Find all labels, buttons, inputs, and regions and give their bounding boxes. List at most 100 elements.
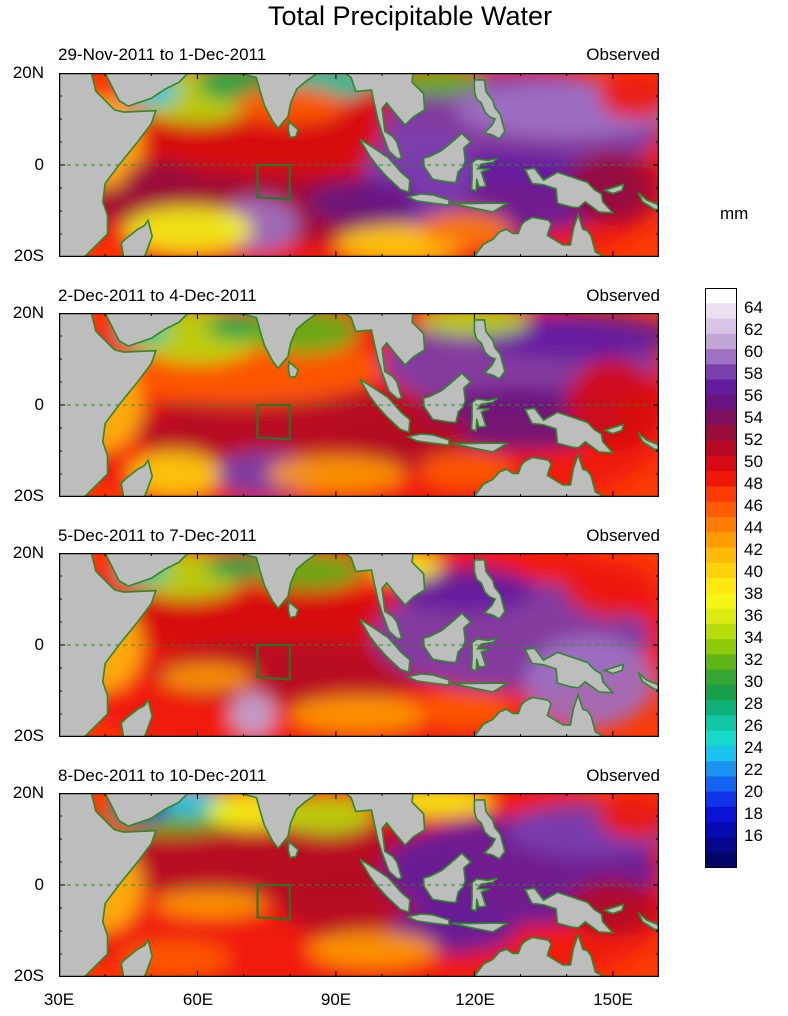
lon-label-150e: 150E (593, 990, 633, 1009)
tpw-blob (123, 160, 198, 198)
new-guinea-landmass (524, 887, 615, 934)
lesser-sunda-landmass (451, 682, 510, 693)
colorbar-label-64: 64 (744, 298, 763, 317)
arabia-landmass (95, 313, 190, 347)
lat-label-0: 0 (34, 155, 44, 174)
colorbar-swatch (705, 501, 737, 518)
lon-label-30e: 30E (43, 990, 75, 1009)
colorbar-label-16: 16 (744, 826, 763, 845)
indochina-landmass (343, 73, 426, 160)
new-guinea-landmass (524, 407, 615, 454)
new-guinea-landmass (524, 167, 615, 214)
tpw-blob (100, 589, 433, 655)
colorbar-swatch (705, 288, 737, 304)
map-panel (59, 313, 659, 497)
lesser-sunda-landmass (451, 922, 510, 933)
sri-lanka-landmass (287, 360, 300, 379)
australia-landmass (465, 452, 607, 497)
colorbar-label-42: 42 (744, 540, 763, 559)
colorbar-label-44: 44 (744, 518, 763, 537)
sri-lanka-landmass (287, 120, 300, 139)
units-label: mm (720, 204, 749, 223)
panel-observed-label: Observed (586, 766, 660, 785)
panel-date-range: 29-Nov-2011 to 1-Dec-2011 (58, 45, 267, 64)
tpw-blob (599, 73, 659, 119)
madagascar-landmass (120, 218, 154, 257)
tpw-blob (289, 695, 429, 733)
colorbar-swatch (705, 761, 737, 777)
sulawesi-landmass (470, 877, 499, 912)
solomon-landmass (637, 912, 659, 931)
map-panel (59, 553, 659, 737)
colorbar-label-54: 54 (744, 408, 763, 427)
lat-label-0: 0 (34, 395, 44, 414)
lat-label-20n: 20N (12, 783, 44, 802)
colorbar-swatch (705, 684, 737, 701)
lat-label-20n: 20N (12, 63, 44, 82)
colorbar-swatch (705, 547, 737, 564)
colorbar-label-22: 22 (744, 760, 763, 779)
sumatra-landmass (359, 618, 411, 674)
panel-date-range: 5-Dec-2011 to 7-Dec-2011 (58, 526, 257, 545)
panel-observed-label: Observed (586, 286, 660, 305)
precipitable-water-map (59, 553, 659, 737)
new-britain-landmass (602, 663, 625, 675)
philippines-landmass (473, 79, 506, 140)
colorbar-label-48: 48 (744, 474, 763, 493)
java-landmass (405, 913, 450, 926)
analysis-box (256, 164, 291, 201)
colorbar-swatch (705, 593, 737, 610)
precipitable-water-map (59, 793, 659, 977)
sri-lanka-landmass (287, 600, 300, 619)
colorbar-swatch (705, 822, 737, 838)
figure-title: Total Precipitable Water (267, 1, 553, 31)
australia-landmass (465, 932, 607, 977)
colorbar-label-28: 28 (744, 694, 763, 713)
panel-date-range: 8-Dec-2011 to 10-Dec-2011 (58, 766, 267, 785)
lon-label-120e: 120E (455, 990, 495, 1009)
indochina-landmass (343, 793, 426, 880)
colorbar-label-20: 20 (744, 782, 763, 801)
tpw-blob (566, 562, 659, 618)
borneo-landmass (422, 852, 472, 904)
colorbar-swatch (705, 364, 737, 381)
sulawesi-landmass (470, 637, 499, 672)
sri-lanka-landmass (287, 840, 300, 859)
sumatra-landmass (359, 858, 411, 914)
colorbar-swatch (705, 806, 737, 823)
arabia-landmass (95, 553, 190, 587)
tpw-blob (308, 178, 419, 225)
colorbar-swatch (705, 471, 737, 487)
colorbar-label-24: 24 (744, 738, 763, 757)
colorbar-label-46: 46 (744, 496, 763, 515)
tpw-blob (308, 931, 438, 968)
colorbar-swatch (705, 303, 737, 320)
analysis-box (256, 884, 291, 921)
colorbar-swatch (705, 837, 737, 854)
madagascar-landmass (120, 458, 154, 497)
java-landmass (405, 673, 450, 686)
colorbar-label-50: 50 (744, 452, 763, 471)
colorbar-swatches (705, 288, 737, 869)
colorbar-swatch (705, 639, 737, 655)
colorbar-swatch (705, 425, 737, 442)
panel-observed-label: Observed (586, 45, 660, 64)
lat-label-20s: 20S (13, 246, 44, 265)
panel-date-range: 2-Dec-2011 to 4-Dec-2011 (58, 286, 257, 305)
colorbar-swatch (705, 791, 737, 808)
colorbar-swatch (705, 623, 737, 640)
lon-label-90e: 90E (320, 990, 352, 1009)
colorbar-swatch (705, 608, 737, 625)
philippines-landmass (473, 319, 506, 380)
tpw-blob (599, 793, 659, 839)
colorbar-swatch (705, 730, 737, 747)
lon-label-60e: 60E (182, 990, 214, 1009)
colorbar-swatch (705, 715, 737, 732)
solomon-landmass (637, 192, 659, 211)
lesser-sunda-landmass (451, 202, 510, 213)
colorbar-swatch (705, 410, 737, 426)
new-britain-landmass (602, 183, 625, 195)
tpw-blob (155, 889, 267, 918)
colorbar-swatch (705, 516, 737, 533)
madagascar-landmass (120, 938, 154, 977)
